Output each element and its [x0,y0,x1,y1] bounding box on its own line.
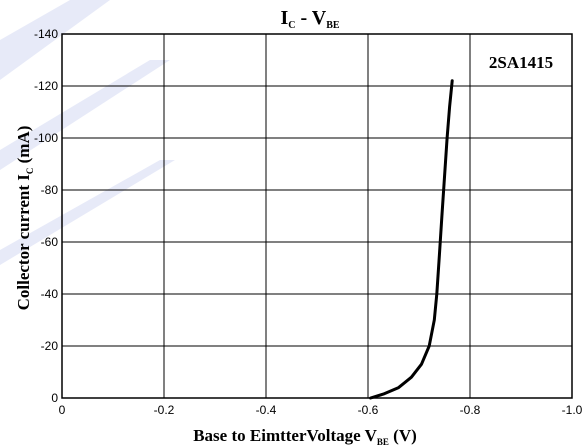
x-axis-label-sub: BE [377,437,389,446]
chart-title-sep-sub: BE [326,20,340,31]
y-axis-label-unit: (mA) [14,126,33,168]
plot-frame [61,33,573,399]
y-tick-label: -100 [34,131,58,145]
chart-title-sep: - V [295,7,326,29]
series-group [369,79,454,400]
y-tick-label: 0 [51,391,58,405]
x-axis-ticks: 0 -0.2 -0.4 -0.6 -0.8 -1.0 [59,403,583,417]
y-axis-label-main: Collector current I [14,174,33,311]
y-tick-label: -20 [41,339,59,353]
chart-title-main-sub: C [288,20,295,31]
device-label: 2SA1415 [489,53,553,72]
watermark [0,0,175,265]
chart-title-main: I [280,7,288,29]
x-axis-label-main: Base to EimtterVoltage V [193,426,377,445]
grid [61,33,573,399]
y-axis-label-sub: C [25,168,35,175]
x-tick-label: -0.4 [256,403,277,417]
x-tick-label: 0 [59,403,66,417]
series-line [369,79,454,400]
y-tick-label: -120 [34,79,58,93]
x-axis-label-unit: (V) [389,426,417,445]
y-tick-label: -80 [41,183,59,197]
y-axis-label: Collector current IC (mA) [14,126,35,311]
x-tick-label: -0.8 [460,403,481,417]
x-axis-label: Base to EimtterVoltage VBE (V) [193,426,417,446]
x-tick-label: -0.2 [154,403,175,417]
chart-title: IC - VBE [280,7,339,31]
y-axis-ticks: 0 -20 -40 -60 -80 -100 -120 -140 [34,27,58,405]
y-tick-label: -60 [41,235,59,249]
x-tick-label: -0.6 [358,403,379,417]
y-tick-label: -40 [41,287,59,301]
x-tick-label: -1.0 [562,403,583,417]
y-tick-label: -140 [34,27,58,41]
